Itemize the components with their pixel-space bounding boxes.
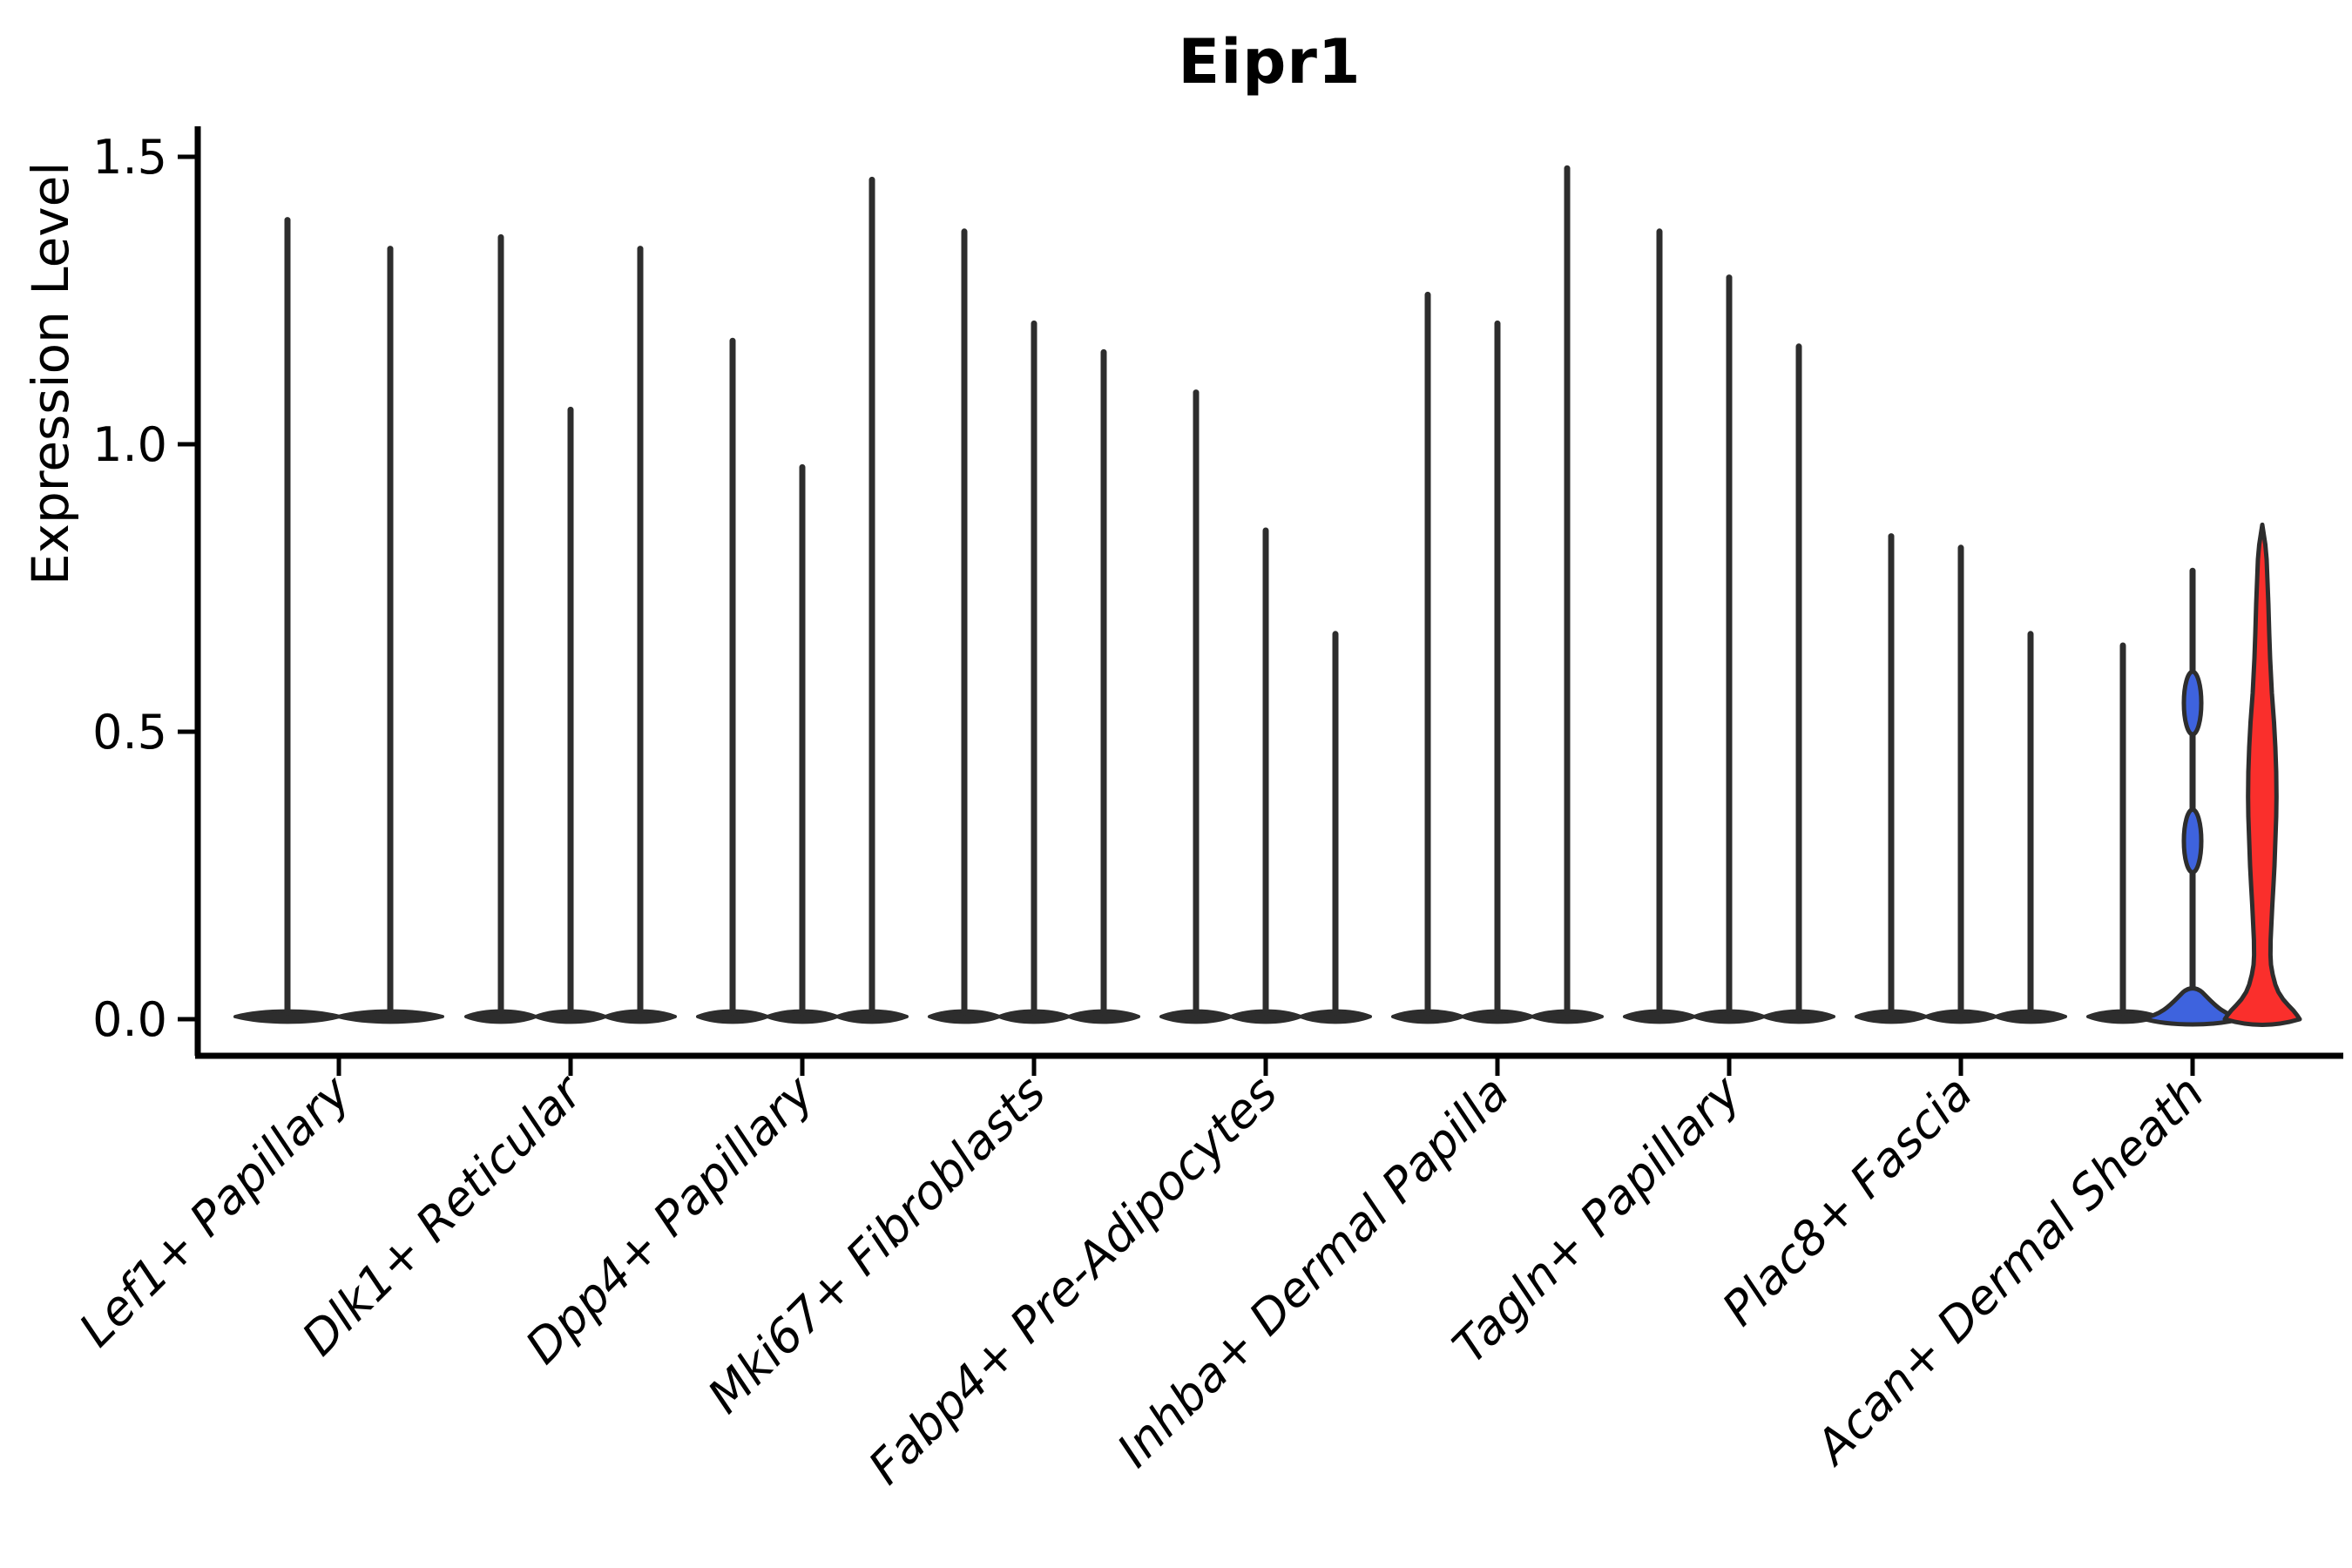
violin-base: [1531, 1009, 1604, 1024]
violin-group: [1855, 533, 2067, 1024]
violin-body: [2222, 522, 2302, 1027]
x-tick-label: Plac8+ Fascia: [1712, 1065, 1983, 1336]
violin-group: [1159, 389, 1372, 1024]
x-tick-label: Acan+ Dermal Sheath: [1803, 1065, 2214, 1477]
violin-base: [1762, 1009, 1835, 1024]
y-tick-label: 0.5: [92, 705, 167, 760]
violin-bulge: [2181, 669, 2204, 737]
violin-group: [1391, 165, 1604, 1024]
violin-body: [2139, 986, 2246, 1027]
violin-group: [696, 176, 909, 1024]
violin-group: [1623, 228, 1835, 1024]
violin-bulge: [2181, 807, 2204, 875]
violin-group: [233, 217, 444, 1024]
violin-group: [2086, 522, 2302, 1027]
violin-group: [464, 233, 677, 1024]
x-tick-label: Inhba+ Dermal Papilla: [1106, 1065, 1519, 1478]
y-tick-label: 1.0: [92, 417, 167, 472]
x-tick-label: Fabp4+ Pre-Adipocytes: [858, 1065, 1288, 1495]
violin-base: [1299, 1009, 1372, 1024]
violin-base: [835, 1009, 909, 1024]
chart-title: Eipr1: [1178, 26, 1362, 98]
violin-group: [928, 228, 1140, 1024]
y-tick-label: 1.5: [92, 130, 167, 185]
violin-base: [336, 1009, 444, 1024]
y-tick-label: 0.0: [92, 992, 167, 1047]
violin-base: [1994, 1009, 2067, 1024]
violin-base: [604, 1009, 677, 1024]
violin-base: [1067, 1009, 1140, 1024]
